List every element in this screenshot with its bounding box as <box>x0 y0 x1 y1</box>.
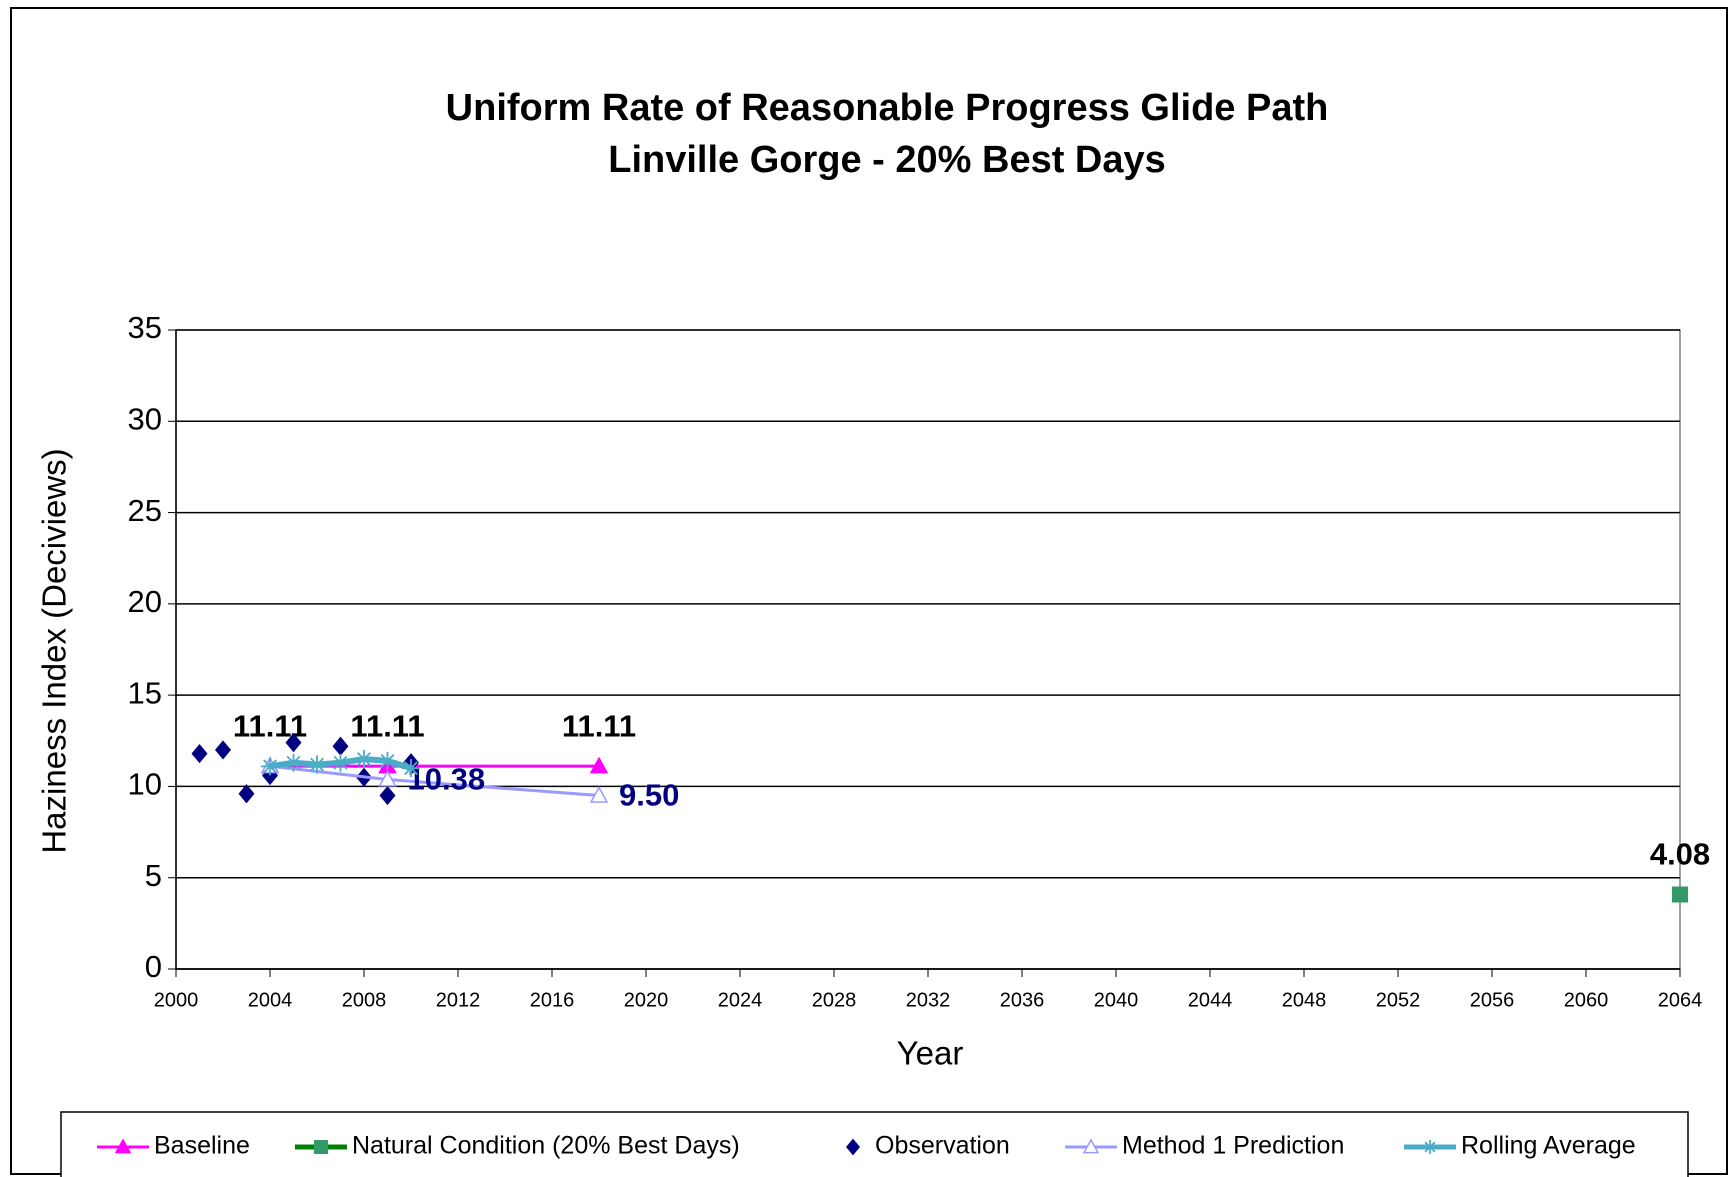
x-axis-title: Year <box>897 1035 964 1072</box>
legend-marker <box>846 1138 860 1156</box>
legend-marker <box>114 1138 132 1154</box>
legend-marker <box>1082 1138 1100 1154</box>
marker <box>215 740 231 760</box>
marker <box>378 751 397 770</box>
legend-label: Natural Condition (20% Best Days) <box>352 1132 740 1160</box>
legend-label: Baseline <box>154 1132 250 1160</box>
marker <box>589 756 609 774</box>
legend-label: Method 1 Prediction <box>1122 1132 1344 1160</box>
marker <box>285 733 302 753</box>
x-tick-label: 2000 <box>154 989 199 1011</box>
y-tick-label: 10 <box>128 767 162 802</box>
x-tick-label: 2044 <box>1188 989 1233 1011</box>
x-tick-label: 2048 <box>1282 989 1327 1011</box>
y-tick-label: 15 <box>128 675 162 710</box>
data-label: 10.38 <box>408 762 486 797</box>
marker <box>1672 886 1688 903</box>
x-tick-label: 2008 <box>342 989 387 1011</box>
y-tick-label: 30 <box>128 401 162 436</box>
marker <box>262 765 278 786</box>
data-label: 4.08 <box>1650 837 1710 872</box>
legend-label: Observation <box>875 1132 1010 1160</box>
x-tick-label: 2012 <box>436 989 481 1011</box>
y-tick-label: 0 <box>145 949 162 984</box>
y-tick-label: 35 <box>128 310 162 345</box>
y-tick-label: 20 <box>128 584 162 619</box>
data-label: 11.11 <box>562 708 636 743</box>
x-tick-label: 2028 <box>812 989 857 1011</box>
x-tick-label: 2004 <box>248 989 293 1011</box>
x-tick-label: 2060 <box>1564 989 1609 1011</box>
x-tick-label: 2016 <box>530 989 575 1011</box>
marker <box>191 743 208 764</box>
chart-subtitle: Linville Gorge - 20% Best Days <box>608 139 1166 181</box>
marker <box>332 736 349 756</box>
x-tick-label: 2064 <box>1658 989 1703 1011</box>
legend-marker <box>314 1140 328 1154</box>
x-tick-label: 2024 <box>718 989 763 1011</box>
marker <box>589 786 609 803</box>
legend-marker <box>1423 1140 1437 1154</box>
x-tick-label: 2032 <box>906 989 951 1011</box>
marker <box>355 750 373 769</box>
plot-area <box>175 329 1681 970</box>
x-tick-label: 2040 <box>1094 989 1139 1011</box>
marker <box>379 785 396 806</box>
marker <box>331 753 350 772</box>
marker <box>378 769 397 787</box>
x-tick-label: 2056 <box>1470 989 1515 1011</box>
marker <box>284 753 303 772</box>
x-tick-label: 2036 <box>1000 989 1045 1011</box>
x-tick-label: 2020 <box>624 989 669 1011</box>
marker <box>402 759 420 778</box>
marker <box>308 755 326 774</box>
chart-title: Uniform Rate of Reasonable Progress Glid… <box>446 87 1329 129</box>
y-tick-label: 5 <box>145 858 162 893</box>
marker <box>261 757 279 776</box>
marker <box>238 784 255 804</box>
y-axis-title: Haziness Index (Deciviews) <box>36 448 73 853</box>
x-tick-label: 2052 <box>1376 989 1421 1011</box>
y-tick-label: 25 <box>128 493 162 528</box>
data-label: 9.50 <box>619 778 679 813</box>
legend-label: Rolling Average <box>1461 1132 1636 1160</box>
data-label: 11.11 <box>350 708 424 743</box>
